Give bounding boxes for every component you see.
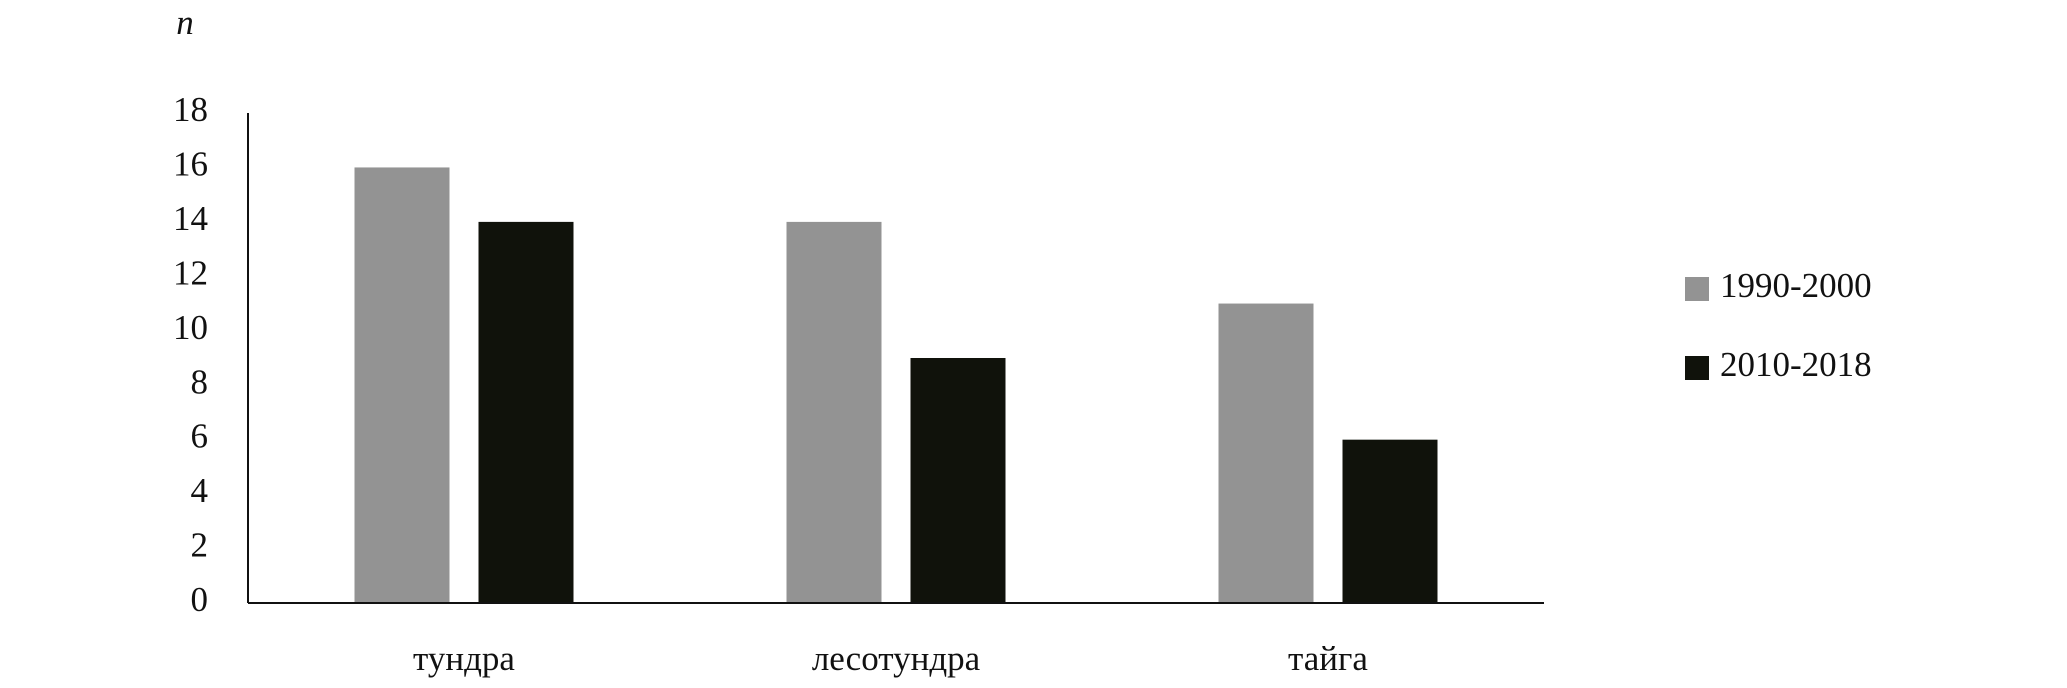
- y-tick-label: 4: [191, 471, 209, 510]
- y-tick-label: 18: [173, 90, 208, 129]
- bar: [910, 358, 1006, 603]
- legend-label: 2010-2018: [1720, 345, 1872, 384]
- y-tick-label: 14: [173, 199, 208, 238]
- y-tick-label: 8: [191, 362, 209, 401]
- legend-swatch: [1685, 356, 1709, 380]
- bar: [478, 221, 574, 603]
- x-tick-label: тундра: [413, 639, 515, 678]
- y-tick-label: 6: [191, 417, 209, 456]
- x-tick-label: тайга: [1288, 639, 1368, 678]
- bar: [1342, 439, 1438, 603]
- y-axis-label: n: [176, 3, 194, 42]
- legend-swatch: [1685, 277, 1709, 301]
- bar: [354, 167, 450, 603]
- y-tick-label: 2: [191, 526, 209, 565]
- y-tick-label: 16: [173, 144, 208, 183]
- bar: [786, 221, 882, 603]
- bar: [1218, 303, 1314, 603]
- y-tick-label: 0: [191, 580, 209, 619]
- x-tick-label: лесотундра: [812, 639, 981, 678]
- y-tick-label: 10: [173, 308, 208, 347]
- y-tick-label: 12: [173, 253, 208, 292]
- legend-label: 1990-2000: [1720, 266, 1872, 305]
